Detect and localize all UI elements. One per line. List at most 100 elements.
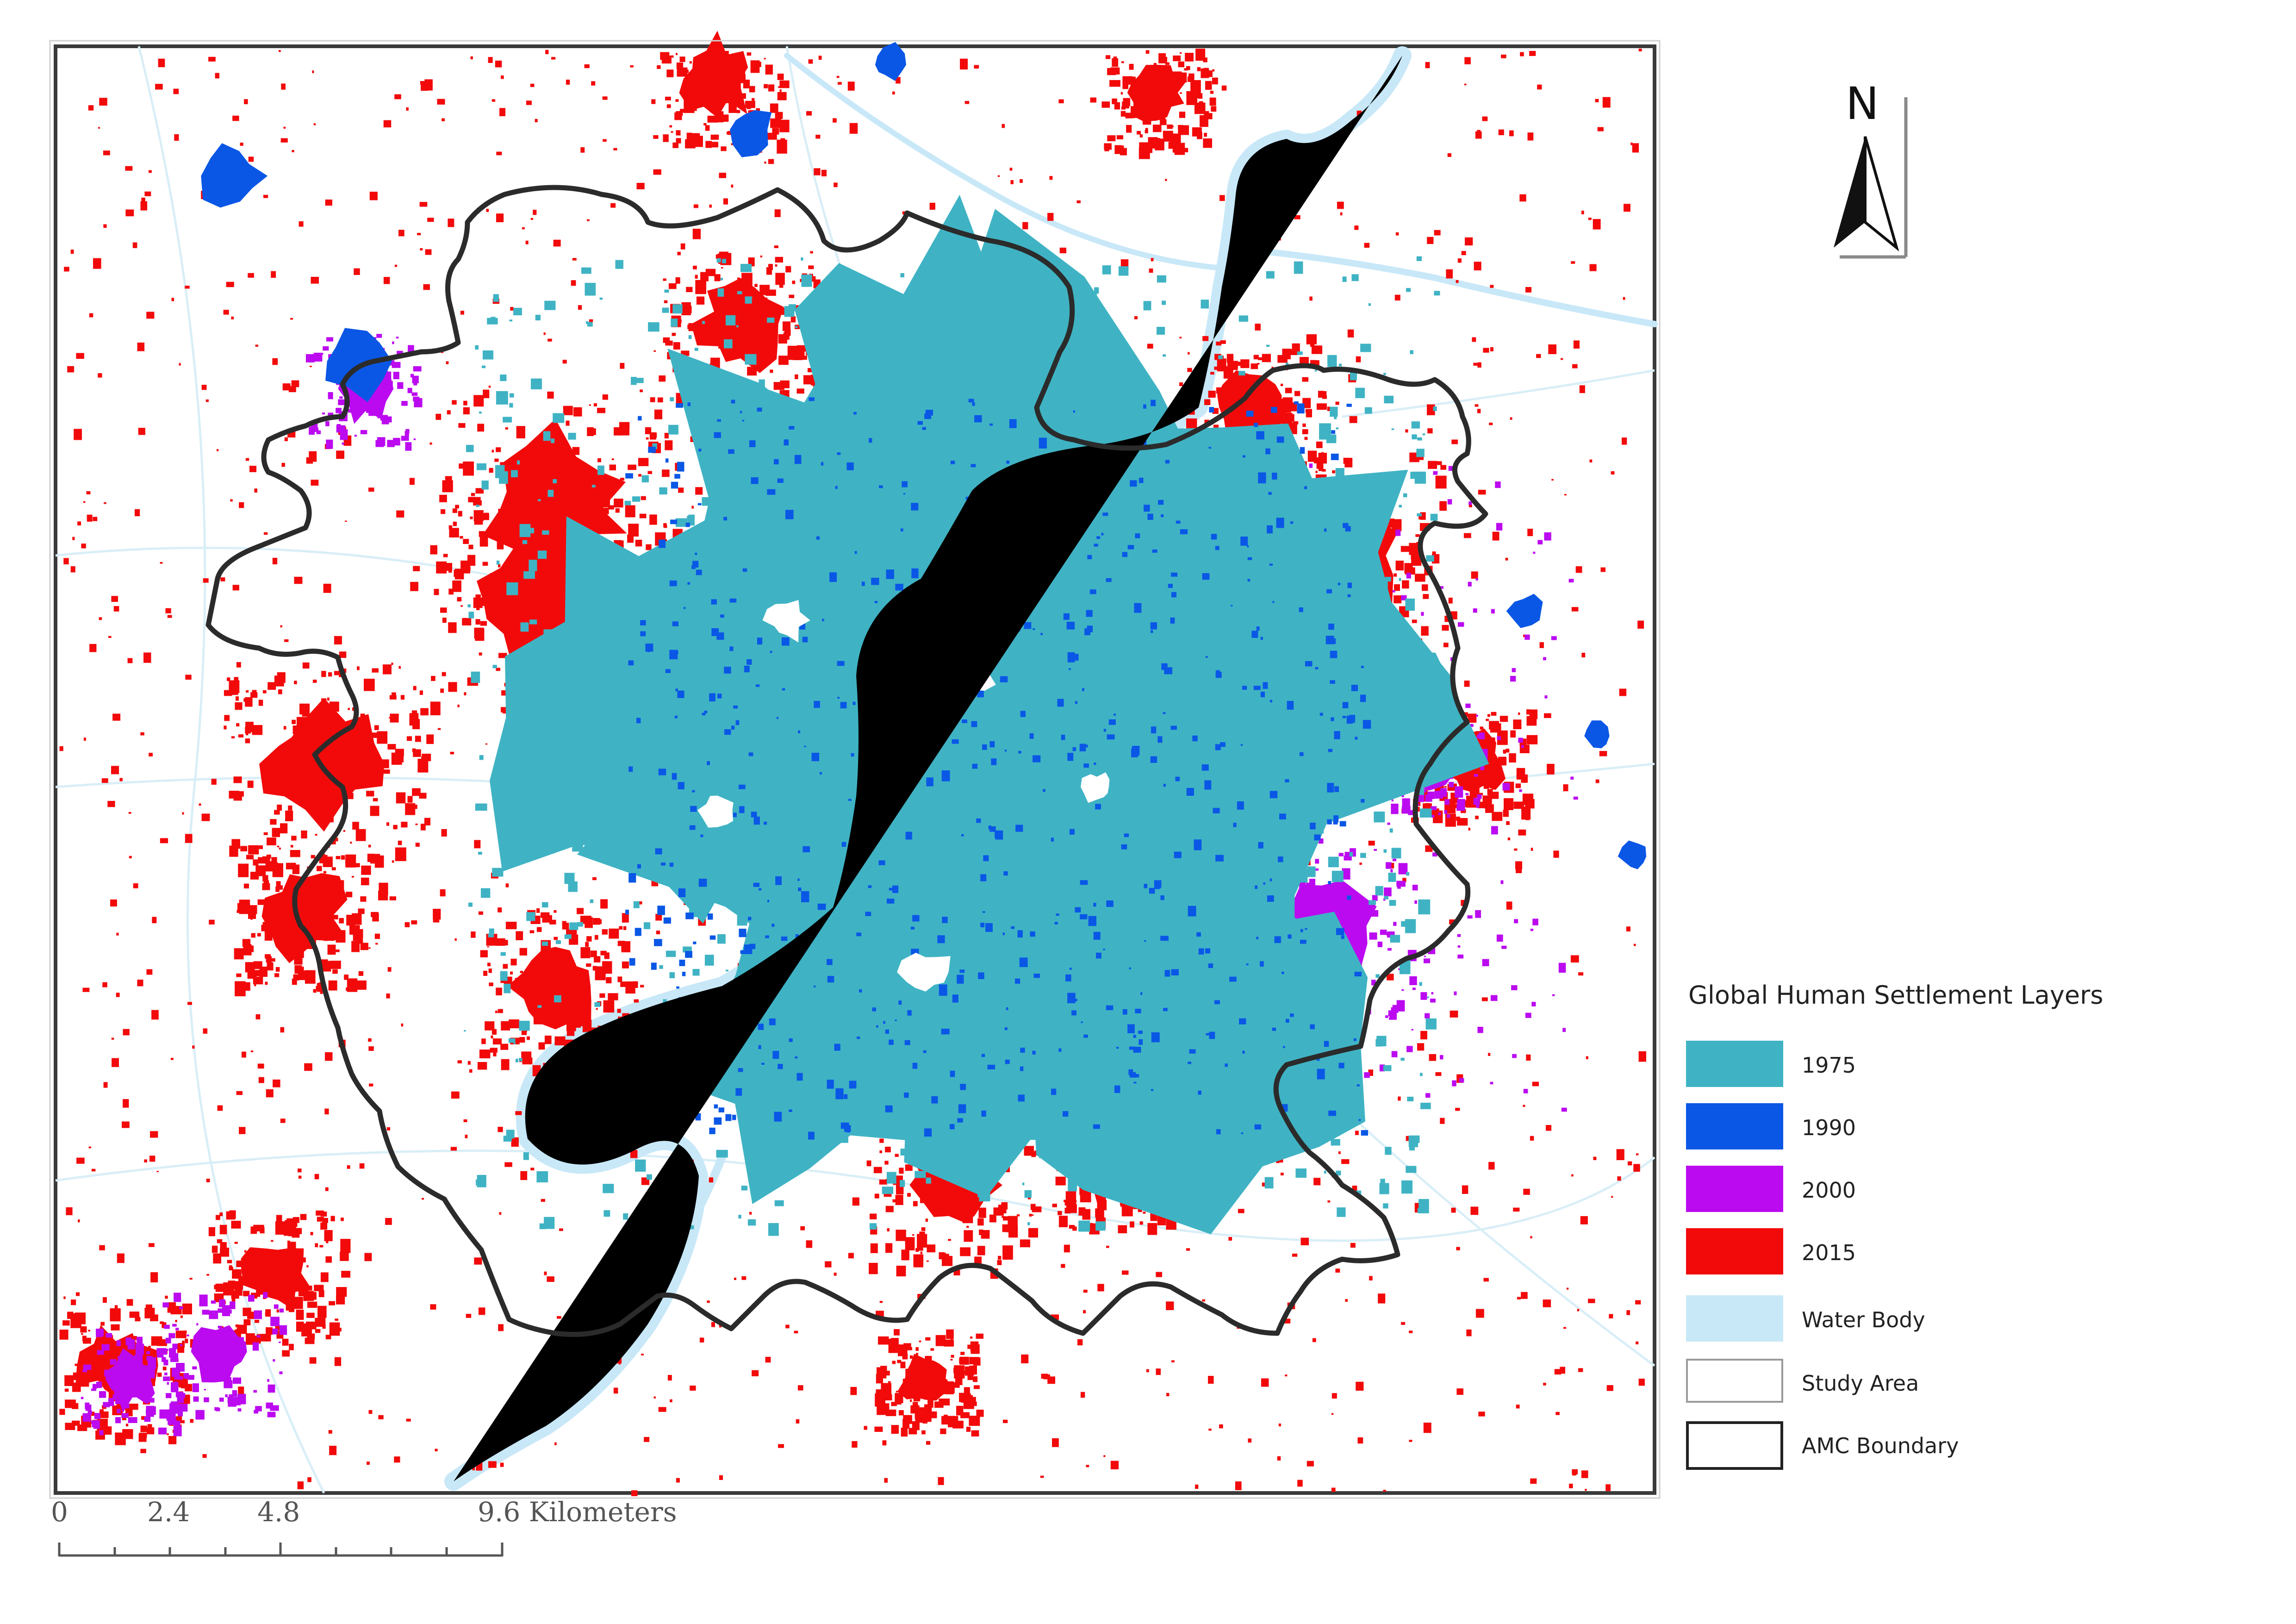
settlement-2015-speck <box>562 360 567 364</box>
settlement-2015-speck <box>1112 98 1117 105</box>
settlement-2015-speck <box>885 1206 894 1212</box>
settlement-1975-speck <box>1287 974 1291 979</box>
settlement-2015-speck <box>774 123 783 128</box>
settlement-2015-speck <box>1001 1202 1008 1210</box>
settlement-2015-speck <box>763 311 767 314</box>
settlement-2015-speck <box>1507 837 1511 841</box>
settlement-2015-speck <box>1284 1318 1291 1324</box>
settlement-2015-speck <box>238 1387 244 1395</box>
settlement-2015-speck <box>447 410 451 415</box>
settlement-2015-speck <box>1617 1176 1621 1181</box>
settlement-2015-speck <box>1462 1185 1468 1194</box>
settlement-1975-speck <box>1360 344 1371 352</box>
settlement-2000-speck <box>211 1300 216 1304</box>
settlement-2000-speck <box>149 1408 154 1415</box>
settlement-2015-speck <box>1147 80 1153 87</box>
settlement-2000-speck <box>167 1409 174 1415</box>
settlement-2015-speck <box>667 1375 672 1381</box>
settlement-2015-speck <box>505 427 508 430</box>
settlement-2015-speck <box>1468 713 1477 723</box>
settlement-1975-speck <box>1106 793 1110 797</box>
settlement-2015-speck <box>483 389 490 399</box>
settlement-2015-speck <box>245 458 249 461</box>
settlement-2015-speck <box>501 621 504 624</box>
settlement-2015-speck <box>501 75 504 79</box>
settlement-2015-speck <box>675 278 680 283</box>
settlement-2015-speck <box>1561 358 1563 360</box>
settlement-2000-speck <box>1406 573 1411 579</box>
settlement-2015-speck <box>1400 546 1411 552</box>
settlement-2015-speck <box>646 544 652 550</box>
settlement-1975-speck <box>1342 276 1347 282</box>
settlement-2015-speck <box>781 311 787 315</box>
settlement-1975-speck <box>1137 499 1140 502</box>
settlement-2015-speck <box>457 1060 462 1063</box>
settlement-2000-speck <box>202 1310 210 1315</box>
settlement-2015-speck <box>728 102 737 113</box>
settlement-2015-speck <box>475 628 485 641</box>
settlement-2015-speck <box>1581 1470 1588 1478</box>
settlement-2000-speck <box>1497 736 1501 740</box>
settlement-2015-speck <box>374 855 384 868</box>
settlement-2000-speck <box>83 1364 92 1370</box>
settlement-1975-speck <box>876 447 886 460</box>
settlement-2000-speck <box>174 1374 179 1380</box>
settlement-2015-speck <box>613 1387 618 1394</box>
settlement-1975-speck <box>1248 678 1251 681</box>
settlement-2015-speck <box>258 1077 264 1083</box>
settlement-2015-speck <box>449 528 459 537</box>
settlement-1975-speck <box>635 378 644 383</box>
settlement-2015-speck <box>1146 1369 1149 1373</box>
settlement-2000-speck <box>1511 985 1518 990</box>
settlement-1975-speck <box>1344 480 1350 487</box>
settlement-2015-speck <box>764 84 768 88</box>
settlement-1975-speck <box>523 1152 529 1160</box>
settlement-2015-speck <box>1506 901 1512 910</box>
settlement-2000-speck <box>413 366 422 372</box>
settlement-2015-speck <box>882 1440 887 1446</box>
settlement-2015-speck <box>775 256 783 263</box>
settlement-2015-speck <box>1316 403 1327 410</box>
settlement-2015-speck <box>285 949 289 952</box>
settlement-1975-speck <box>852 396 857 403</box>
settlement-2015-speck <box>1486 799 1490 804</box>
settlement-1975-speck <box>870 564 881 575</box>
settlement-1975-speck <box>892 1063 896 1068</box>
settlement-2015-speck <box>974 65 979 69</box>
settlement-2015-speck <box>119 778 123 781</box>
settlement-2015-speck <box>913 1254 924 1266</box>
settlement-2015-speck <box>952 1186 961 1195</box>
settlement-2015-speck <box>1159 106 1162 108</box>
settlement-2015-speck <box>535 521 544 532</box>
settlement-2015-speck <box>245 962 255 973</box>
settlement-2015-speck <box>1474 262 1481 271</box>
settlement-2015-speck <box>262 875 268 881</box>
settlement-2015-speck <box>768 84 775 92</box>
settlement-2015-speck <box>211 779 217 785</box>
settlement-1975-speck <box>1076 1060 1081 1065</box>
settlement-2015-speck <box>778 86 780 88</box>
settlement-2015-speck <box>360 713 365 718</box>
settlement-2015-speck <box>495 1011 498 1013</box>
settlement-2015-speck <box>1210 372 1214 375</box>
settlement-2015-speck <box>1160 56 1167 62</box>
settlement-2015-speck <box>322 1218 328 1223</box>
settlement-2015-speck <box>1602 97 1611 108</box>
settlement-2015-speck <box>478 1307 485 1315</box>
settlement-1975-speck <box>946 780 951 784</box>
settlement-2015-speck <box>1049 176 1053 180</box>
settlement-2015-speck <box>754 284 758 287</box>
settlement-2000-speck <box>1353 917 1359 922</box>
settlement-2015-speck <box>175 1330 187 1338</box>
settlement-2015-speck <box>1638 1051 1646 1062</box>
settlement-2015-speck <box>276 1309 279 1313</box>
settlement-2015-speck <box>765 1356 771 1363</box>
settlement-2015-speck <box>1002 1245 1013 1260</box>
settlement-2015-speck <box>500 1462 504 1467</box>
settlement-2000-speck <box>1561 1107 1567 1112</box>
settlement-2015-speck <box>580 509 586 515</box>
settlement-2015-speck <box>1490 285 1494 288</box>
settlement-2015-speck <box>137 980 143 987</box>
settlement-2000-speck <box>1425 794 1432 802</box>
settlement-2015-speck <box>1427 237 1434 244</box>
